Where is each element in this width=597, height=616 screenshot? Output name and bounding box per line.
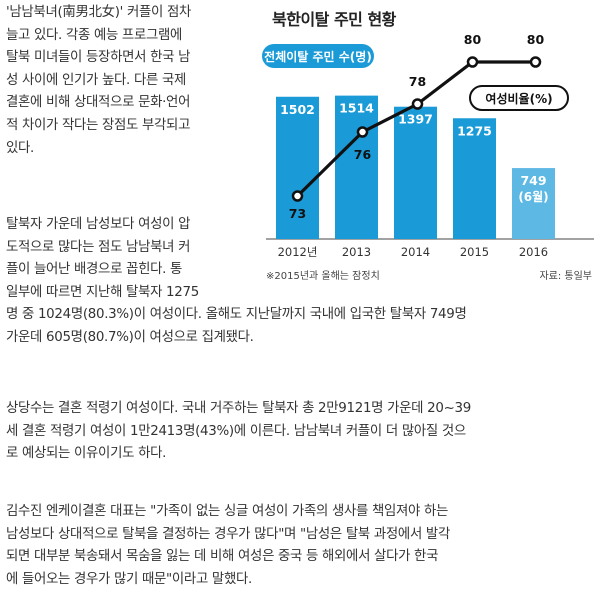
text-line: 명 중 1024명(80.3%)이 여성이다. 올해도 지난달까지 국내에 입국… [6, 307, 467, 323]
text-line: 에 들어오는 경우가 많기 때문"이라고 말했다. [6, 571, 252, 587]
x-tick-label-4: 2016 [519, 245, 548, 259]
text-line: 가운데 605명(80.7%)이 여성으로 집계됐다. [6, 329, 254, 345]
ratio-point-3 [466, 56, 479, 68]
chart-container: 북한이탈 주민 현황 1502 2012년 1514 2013 1397 2014 1275… [262, 0, 597, 292]
legend-badge-ratio [469, 85, 569, 111]
x-tick-label-2: 2014 [401, 245, 430, 259]
text-line: 플이 늘어난 배경으로 꼽힌다. 통 [6, 262, 183, 278]
text-line: 상당수는 결혼 적령기 여성이다. 국내 거주하는 탈북자 총 2만9121명 … [6, 401, 471, 416]
ratio-value-label-0: 73 [289, 206, 306, 221]
paragraph-4: 김수진 엔케이결혼 대표는 "가족이 없는 싱글 여성이 가족의 생사를 책임져… [6, 501, 450, 591]
text-line: 탈북자 가운데 남성보다 여성이 압 [6, 217, 191, 232]
text-line: 적 차이가 작다는 장점도 부각되고 [6, 117, 191, 133]
text-line: 늘고 있다. 각종 예능 프로그램에 [6, 27, 183, 43]
bar-extra-label: (6월) [518, 189, 548, 204]
ratio-point-4 [529, 56, 542, 68]
bar-value-label-1: 1514 [339, 101, 374, 116]
text-line: 세 결혼 적령기 여성이 1만2413명(43%)에 이른다. 남남북녀 커플이… [6, 423, 466, 439]
text-line: 일부에 따르면 지난해 탈북자 1275 [6, 284, 199, 300]
legend-label-bars: 전체이탈 주민 수(명) [264, 49, 372, 64]
bar-4 [512, 168, 555, 239]
bar-3 [453, 118, 496, 239]
bar-2 [394, 106, 437, 239]
text-line: 결혼에 비해 상대적으로 문화·언어 [6, 95, 191, 111]
chart-svg: 1502 2012년 1514 2013 1397 2014 1275 2015 749(6월)… [262, 32, 594, 282]
text-line: 있다. [6, 140, 34, 156]
chart-source: 자료: 통일부 [539, 270, 592, 282]
bar-0 [276, 96, 319, 240]
text-line: 김수진 엔케이결혼 대표는 "가족이 없는 싱글 여성이 가족의 생사를 책임져… [6, 504, 449, 519]
text-line: 도적으로 많다는 점도 남남북녀 커 [6, 239, 191, 255]
legend-label-ratio: 여성비율(%) [485, 91, 552, 106]
x-tick-label-3: 2015 [460, 245, 489, 259]
text-line: 로 예상되는 이유이기도 하다. [6, 446, 167, 462]
ratio-point-1 [356, 126, 369, 138]
ratio-point-2 [411, 98, 424, 110]
ratio-point-0 [291, 190, 304, 202]
x-tick-label-0: 2012년 [278, 245, 318, 259]
legend-badge-bars [262, 44, 374, 68]
paragraph-2: 탈북자 가운데 남성보다 여성이 압 도적으로 많다는 점도 남남북녀 커 플이… [6, 214, 467, 350]
ratio-value-label-2: 78 [409, 74, 426, 89]
bar-value-label-0: 1502 [280, 102, 315, 117]
text-line: 되면 대부분 북송돼서 목숨을 잃는 데 비해 여성은 중국 등 해외에서 살다… [6, 549, 439, 565]
bar-1 [335, 95, 378, 239]
text-line: 성 사이에 인기가 높다. 다른 국제 [6, 72, 186, 88]
paragraph-3: 상당수는 결혼 적령기 여성이다. 국내 거주하는 탈북자 총 2만9121명 … [6, 398, 471, 466]
text-line: 남성보다 상대적으로 탈북을 결정하는 경우가 많다"며 "남성은 탈북 과정에… [6, 526, 450, 542]
bar-value-label-4: 749 [520, 173, 546, 188]
ratio-value-label-4: 80 [527, 32, 545, 47]
paragraph-1: '남남북녀(南男北女)' 커플이 점차 늘고 있다. 각종 예능 프로그램에 탈… [6, 2, 191, 160]
bar-value-label-2: 1397 [398, 112, 433, 127]
chart-footnote: ※2015년과 올해는 잠정치 [266, 269, 380, 282]
text-line: '남남북녀(南男北女)' 커플이 점차 [6, 5, 192, 20]
ratio-value-label-1: 76 [354, 147, 372, 162]
ratio-value-label-3: 80 [464, 32, 482, 47]
chart-title: 북한이탈 주민 현황 [272, 10, 396, 29]
text-line: 탈북 미녀들이 등장하면서 한국 남 [6, 50, 191, 66]
x-tick-label-1: 2013 [342, 245, 371, 259]
bar-value-label-3: 1275 [457, 123, 492, 138]
